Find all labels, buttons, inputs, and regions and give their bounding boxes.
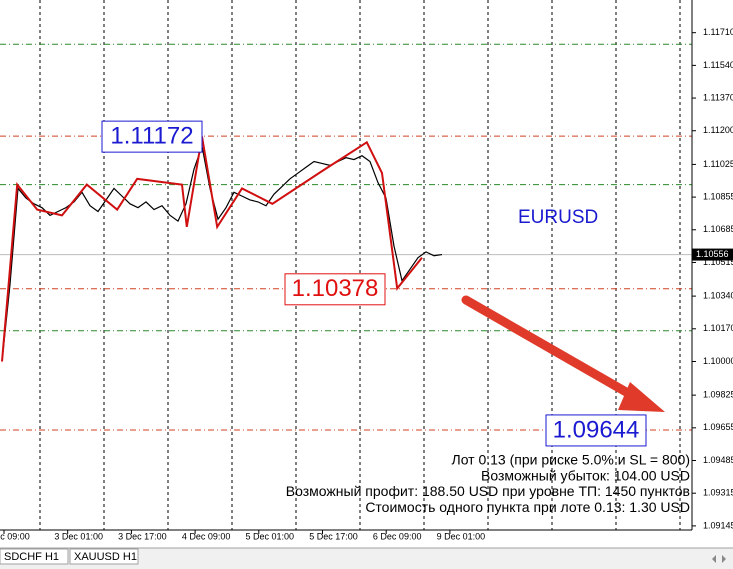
tab-scroll-right[interactable] [722,555,726,563]
y-tick-label: 1.09485 [703,455,733,465]
level-label-box [101,120,203,153]
axes: 1.11710 1.11540 1.11370 1.11200 1.11025 1.108… [0,27,733,541]
grid [39,0,681,530]
level-label-box [545,414,647,447]
info-line: Возможный убыток: 104.00 USD [481,467,690,483]
tab-scroll-left[interactable] [712,555,716,563]
level-label-box [284,273,386,306]
tab-bar [0,548,733,569]
y-tick-label: 1.11540 [703,60,733,70]
info-line: Возможный профит: 188.50 USD при уровне … [286,483,690,499]
y-tick-label: 1.10000 [703,356,733,366]
level-label-text: 1.10378 [292,275,379,302]
level-label: 1.10378 [284,273,386,306]
tab-label[interactable]: XAUUSD H1 [74,551,137,563]
y-tick-label: 1.09825 [703,390,733,400]
y-tick-label: 1.09315 [703,488,733,498]
y-tick-label: 1.10515 [703,257,733,267]
y-tick-label: 1.11370 [703,92,733,102]
tab-label[interactable]: SDCHF H1 [4,551,59,563]
y-tick-label: 1.10855 [703,191,733,201]
tabs: SDCHF H1 XAUUSD H1 [0,548,139,565]
y-tick-label: 1.09655 [703,422,733,432]
level-label-text: 1.11172 [110,122,193,149]
x-tick-label: 3 Dec 01:00 [54,531,103,541]
y-tick-label: 1.11200 [703,125,733,135]
level-label: 1.11172 [101,120,203,153]
x-tick-label: 4 Dec 09:00 [182,531,231,541]
current-price-label: 1.10556 [696,249,729,259]
x-tick-label: 3 Dec 17:00 [118,531,167,541]
x-tick-label: c 09:00 [0,531,30,541]
y-tick-label: 1.11710 [703,27,733,37]
x-tick-label: 5 Dec 17:00 [309,531,358,541]
level-label: 1.09644 [545,414,647,447]
x-tick-label: 5 Dec 01:00 [246,531,295,541]
symbol-label: EURUSD [518,207,598,228]
zigzag-line [1,136,423,362]
x-tick-label: 9 Dec 01:00 [437,531,486,541]
info-line: Стоимость одного пункта при лоте 0.13: 1… [365,499,690,515]
y-tick-label: 1.10340 [703,290,733,300]
info-line: Лот 0.13 (при риске 5.0% и SL = 800) [452,452,691,468]
y-tick-label: 1.10685 [703,224,733,234]
tab[interactable] [0,548,69,565]
tab[interactable] [69,548,139,565]
y-tick-label: 1.10170 [703,323,733,333]
series [1,136,443,362]
x-tick-label: 6 Dec 09:00 [373,531,422,541]
current-price-box [692,248,733,261]
level-labels: 1.11172 1.10378 1.09644 [101,120,647,447]
y-tick-label: 1.11025 [703,159,733,169]
trend-arrow [461,295,665,412]
level-label-text: 1.09644 [553,416,640,443]
info-text: Лот 0.13 (при риске 5.0% и SL = 800)Возм… [286,452,690,515]
y-tick-label: 1.09145 [703,520,733,530]
